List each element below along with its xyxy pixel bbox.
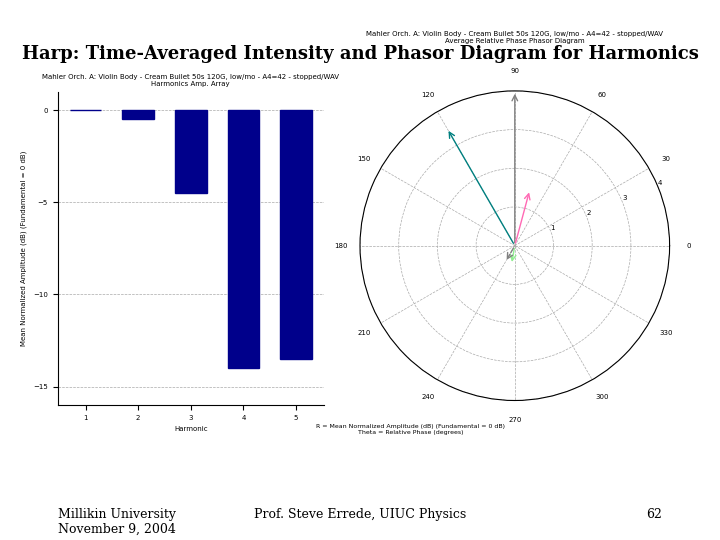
Title: Mahler Orch. A: Violin Body - Cream Builet 50s 120G, low/mo - A4=42 - stopped/WA: Mahler Orch. A: Violin Body - Cream Buil… [42,74,339,87]
Text: Prof. Steve Errede, UIUC Physics: Prof. Steve Errede, UIUC Physics [254,508,466,521]
Bar [175,110,207,193]
Y-axis label: Mean Normalized Amplitude (dB) (Fundamental = 0 dB): Mean Normalized Amplitude (dB) (Fundamen… [21,151,27,346]
Bar [228,110,259,368]
Text: R = Mean Normalized Amplitude (dB) (Fundamental = 0 dB)
Theta = Relative Phase (: R = Mean Normalized Amplitude (dB) (Fund… [316,424,505,435]
X-axis label: Harmonic: Harmonic [174,426,207,433]
Text: 62: 62 [647,508,662,521]
Text: Millikin University
November 9, 2004: Millikin University November 9, 2004 [58,508,176,536]
Bar [280,110,312,359]
Title: Mahler Orch. A: Violin Body - Cream Builet 50s 120G, low/mo - A4=42 - stopped/WA: Mahler Orch. A: Violin Body - Cream Buil… [366,31,663,44]
Text: Harp: Time-Averaged Intensity and Phasor Diagram for Harmonics: Harp: Time-Averaged Intensity and Phasor… [22,45,698,63]
Bar [122,110,154,119]
